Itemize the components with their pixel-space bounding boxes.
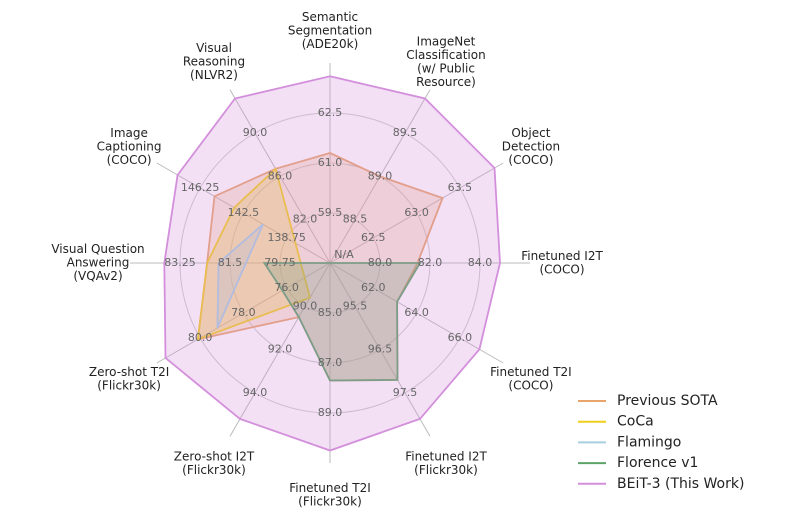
series-area — [163, 75, 501, 452]
tick-label: 88.5 — [343, 213, 368, 226]
tick-label: 81.5 — [218, 256, 243, 269]
axis-label: Semantic — [302, 10, 358, 24]
legend: Previous SOTA CoCa Flamingo Florence v1 BEiT… — [578, 393, 744, 492]
tick-label: 83.25 — [164, 256, 196, 269]
tick-label: 89.0 — [318, 406, 343, 419]
axis-line — [156, 162, 331, 264]
tick-label: 86.0 — [268, 169, 293, 182]
tick-label: 146.25 — [181, 181, 220, 194]
axis-label: (w/ Public — [417, 61, 475, 75]
tick-label: 80.0 — [188, 331, 213, 344]
tick-label: 84.0 — [468, 256, 493, 269]
legend-label: Previous SOTA — [617, 393, 718, 409]
tick-label: 89.5 — [393, 126, 418, 139]
tick-label: 82.0 — [293, 213, 318, 226]
tick-label: 92.0 — [268, 343, 293, 356]
axis-line — [329, 162, 504, 264]
axis-label: (COCO) — [539, 262, 584, 276]
tick-label: 142.5 — [228, 206, 260, 219]
tick-label: 89.0 — [368, 169, 393, 182]
legend-label: Flamingo — [617, 434, 681, 450]
tick-label: 85.0 — [318, 306, 343, 319]
axis-line — [156, 262, 331, 364]
axis-line — [229, 89, 331, 264]
axis-label: Reasoning — [183, 55, 245, 69]
axis-label: Zero-shot I2T — [174, 450, 255, 464]
tick-label: 62.5 — [318, 106, 343, 119]
tick-label: 62.0 — [361, 281, 386, 294]
tick-label: 96.5 — [368, 343, 393, 356]
tick-label: 97.5 — [393, 386, 418, 399]
axis-label: Answering — [67, 256, 130, 270]
tick-label: 90.0 — [293, 299, 318, 312]
tick-label: 63.5 — [448, 181, 473, 194]
axis-label: (COCO) — [508, 153, 553, 167]
tick-label: 94.0 — [243, 386, 268, 399]
axis-label: Finetuned T2I — [490, 365, 572, 379]
series-area — [262, 262, 422, 382]
series — [163, 75, 501, 452]
axis-label: Finetuned T2I — [289, 481, 371, 495]
axis-label: (Flickr30k) — [414, 463, 478, 477]
axis-label: (NLVR2) — [190, 68, 238, 82]
axis-label: (COCO) — [508, 378, 553, 392]
series-area — [196, 167, 312, 341]
axis-label: Visual Question — [51, 242, 144, 256]
tick-label: 95.5 — [343, 299, 368, 312]
tick-label: 87.0 — [318, 356, 343, 369]
axis-line — [229, 262, 331, 437]
ticks: 59.5 61.0 62.5 88.5 89.0 89.5 62.5 63.0 63.5 80.0… — [164, 106, 492, 419]
tick-label: 59.5 — [318, 206, 343, 219]
tick-label: 66.0 — [448, 331, 473, 344]
tick-label: 82.0 — [418, 256, 443, 269]
axis-label: (ADE20k) — [302, 37, 359, 51]
axis-label: Finetuned I2T — [405, 450, 487, 464]
axis-label: (Flickr30k) — [182, 463, 246, 477]
tick-label: 138.75 — [267, 231, 306, 244]
tick-label: 90.0 — [243, 126, 268, 139]
legend-label: Florence v1 — [617, 455, 698, 471]
axis-label: Finetuned I2T — [521, 249, 603, 263]
axis-label: Classification — [406, 48, 485, 62]
axis-label: (Flickr30k) — [298, 494, 362, 508]
tick-label: 76.0 — [274, 281, 299, 294]
axis-line — [329, 262, 504, 364]
axis-label: (VQAv2) — [73, 269, 122, 283]
axis-label: Resource) — [416, 75, 476, 89]
axis-label: Image — [110, 126, 148, 140]
tick-label: 64.0 — [404, 306, 429, 319]
axis-line — [329, 262, 431, 437]
axis-label: (COCO) — [107, 153, 152, 167]
axis-label: Visual — [196, 41, 232, 55]
tick-label: 80.0 — [368, 256, 393, 269]
axis-label: Segmentation — [288, 24, 372, 38]
axis-label: Zero-shot T2I — [89, 365, 169, 379]
legend-label: CoCa — [617, 414, 654, 430]
tick-label: 61.0 — [318, 156, 343, 169]
tick-label: 79.75 — [264, 256, 296, 269]
tick-label: 62.5 — [361, 231, 386, 244]
axis-label: Detection — [502, 140, 560, 154]
legend-label: BEiT-3 (This Work) — [617, 476, 744, 492]
axis-label: (Flickr30k) — [97, 378, 161, 392]
series-area — [216, 223, 264, 329]
axis-label: Captioning — [97, 140, 162, 154]
axis-label: ImageNet — [417, 34, 476, 48]
tick-label: 63.0 — [404, 206, 429, 219]
axis-label: Object — [511, 126, 550, 140]
center-label: N/A — [334, 248, 354, 261]
tick-label: 78.0 — [231, 306, 256, 319]
